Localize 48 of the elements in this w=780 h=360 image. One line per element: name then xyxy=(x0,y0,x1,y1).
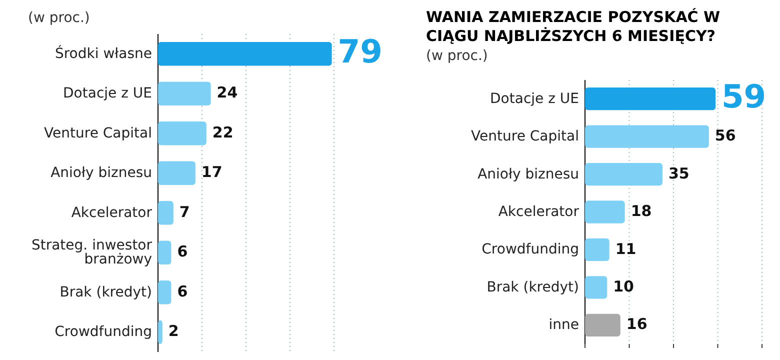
y-tick-label: Venture Capital xyxy=(471,128,579,144)
data-label: 6 xyxy=(177,242,188,261)
y-tick-label: Brak (kredyt) xyxy=(486,279,579,296)
bar xyxy=(158,121,206,146)
bar xyxy=(158,280,172,304)
bar xyxy=(158,200,174,225)
bar xyxy=(158,240,172,265)
data-label: 11 xyxy=(615,240,636,258)
bar xyxy=(158,42,332,66)
bar xyxy=(585,162,662,186)
y-tick-label: inne xyxy=(548,316,579,333)
data-label: 35 xyxy=(668,164,690,182)
y-tick-label: Crowdfunding xyxy=(54,324,152,340)
y-tick-label: Dotacje z UE xyxy=(490,90,579,107)
chart-title: WANIA ZAMIERZACIE POZYSKAĆ W CIĄGU NAJBLIŻSZYCH 6 MIESIĘCY? xyxy=(426,8,721,45)
data-label: 79 xyxy=(338,32,382,71)
data-label: 16 xyxy=(626,315,648,334)
bar xyxy=(585,125,709,148)
bar xyxy=(158,161,196,186)
bar xyxy=(585,200,625,224)
y-tick-label: Strateg. inwestor branżowy xyxy=(31,237,152,268)
data-label: 7 xyxy=(179,202,190,221)
bar xyxy=(158,82,211,106)
data-label: 2 xyxy=(168,322,179,340)
bar xyxy=(585,276,608,299)
data-label: 24 xyxy=(216,84,238,102)
y-tick-label: Anioły biznesu xyxy=(478,166,579,182)
data-label: 56 xyxy=(714,126,736,145)
chart-subtitle: (w proc.) xyxy=(28,10,90,26)
y-tick-label: Crowdfunding xyxy=(482,242,579,258)
data-label: 17 xyxy=(201,163,222,182)
data-label: 22 xyxy=(212,123,234,142)
bar xyxy=(158,320,162,344)
text: (w proc.) xyxy=(426,48,488,64)
y-tick-label: Środki własne xyxy=(54,44,152,62)
data-label: 10 xyxy=(613,278,634,296)
bar xyxy=(585,238,610,262)
y-tick-label: Anioły biznesu xyxy=(50,164,152,181)
bar xyxy=(585,314,620,336)
bar xyxy=(585,88,716,110)
data-label: 6 xyxy=(177,282,188,300)
y-tick-label: Dotacje z UE xyxy=(63,85,152,102)
data-label: 59 xyxy=(722,78,766,116)
y-tick-label: Akcelerator xyxy=(71,204,152,221)
data-label: 18 xyxy=(630,202,652,220)
y-tick-label: Venture Capital xyxy=(44,125,152,142)
y-tick-label: Akcelerator xyxy=(498,204,580,220)
y-tick-label: Brak (kredyt) xyxy=(60,284,152,300)
